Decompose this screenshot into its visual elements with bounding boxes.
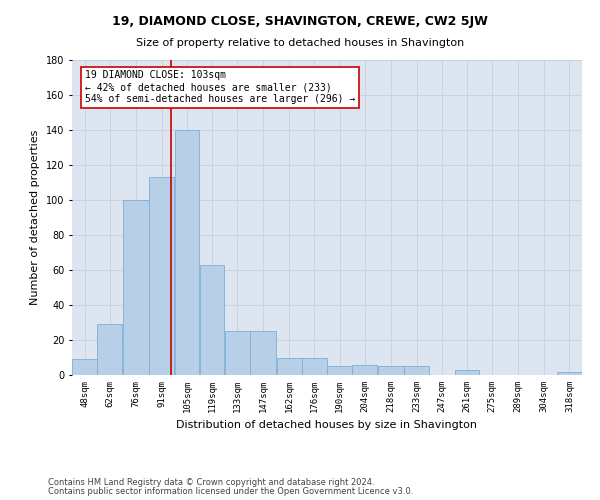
Y-axis label: Number of detached properties: Number of detached properties (31, 130, 40, 305)
Bar (225, 331, 250, 375)
Bar (455, 370, 479, 375)
Bar (327, 366, 352, 375)
Bar (72, 359, 97, 375)
Text: 19, DIAMOND CLOSE, SHAVINGTON, CREWE, CW2 5JW: 19, DIAMOND CLOSE, SHAVINGTON, CREWE, CW… (112, 15, 488, 28)
Text: 19 DIAMOND CLOSE: 103sqm
← 42% of detached houses are smaller (233)
54% of semi-: 19 DIAMOND CLOSE: 103sqm ← 42% of detach… (85, 70, 355, 104)
Bar (404, 366, 429, 375)
Text: Contains HM Land Registry data © Crown copyright and database right 2024.: Contains HM Land Registry data © Crown c… (48, 478, 374, 487)
Text: Size of property relative to detached houses in Shavington: Size of property relative to detached ho… (136, 38, 464, 48)
Bar (302, 358, 327, 375)
Bar (250, 331, 277, 375)
Bar (122, 200, 149, 375)
X-axis label: Distribution of detached houses by size in Shavington: Distribution of detached houses by size … (176, 420, 478, 430)
Bar (557, 372, 582, 375)
Text: Contains public sector information licensed under the Open Government Licence v3: Contains public sector information licen… (48, 487, 413, 496)
Bar (97, 324, 122, 375)
Bar (352, 364, 377, 375)
Bar (149, 178, 174, 375)
Bar (377, 366, 404, 375)
Bar (175, 130, 199, 375)
Bar (200, 265, 224, 375)
Bar (277, 358, 302, 375)
